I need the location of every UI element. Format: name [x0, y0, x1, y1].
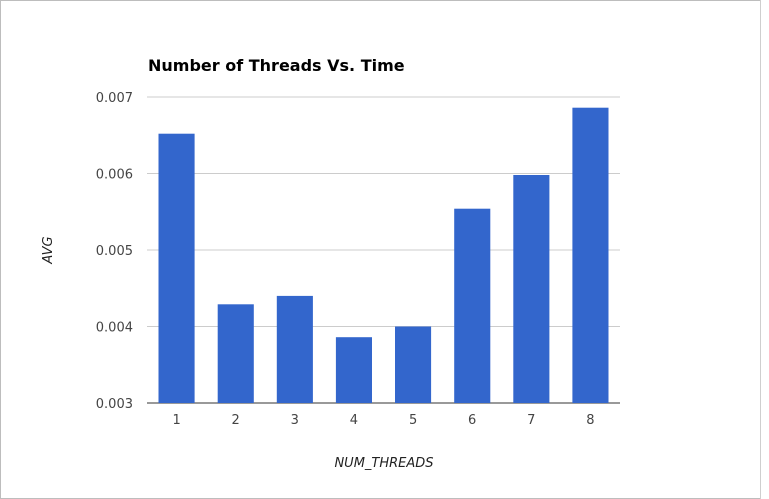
- bar-4: [335, 337, 372, 403]
- bar-6: [454, 208, 491, 403]
- bar-7: [513, 175, 550, 403]
- y-tick-label: 0.004: [96, 321, 133, 336]
- x-tick-label: 3: [291, 413, 299, 428]
- chart-title: Number of Threads Vs. Time: [148, 56, 405, 75]
- x-tick-label: 6: [468, 413, 476, 428]
- y-tick-labels: 0.007 0.006 0.005 0.004 0.003: [96, 91, 133, 412]
- x-tick-label: 8: [586, 413, 594, 428]
- x-axis-title: NUM_THREADS: [334, 456, 433, 471]
- y-tick-label: 0.003: [96, 397, 133, 412]
- bars: [158, 107, 609, 403]
- bar-5: [395, 326, 432, 403]
- bar-8: [572, 107, 609, 403]
- x-tick-label: 2: [232, 413, 240, 428]
- y-axis-title: AVG: [41, 236, 56, 264]
- x-tick-label: 5: [409, 413, 417, 428]
- x-tick-label: 1: [172, 413, 180, 428]
- y-tick-label: 0.007: [96, 91, 133, 106]
- bar-3: [276, 295, 313, 403]
- x-tick-labels: 1 2 3 4 5 6 7 8: [172, 413, 594, 428]
- x-tick-label: 4: [350, 413, 358, 428]
- y-tick-label: 0.005: [96, 244, 133, 259]
- bar-2: [217, 304, 254, 403]
- scrollbar-edge: [760, 0, 769, 499]
- x-tick-label: 7: [527, 413, 535, 428]
- bar-1: [158, 133, 195, 403]
- y-tick-label: 0.006: [96, 168, 133, 183]
